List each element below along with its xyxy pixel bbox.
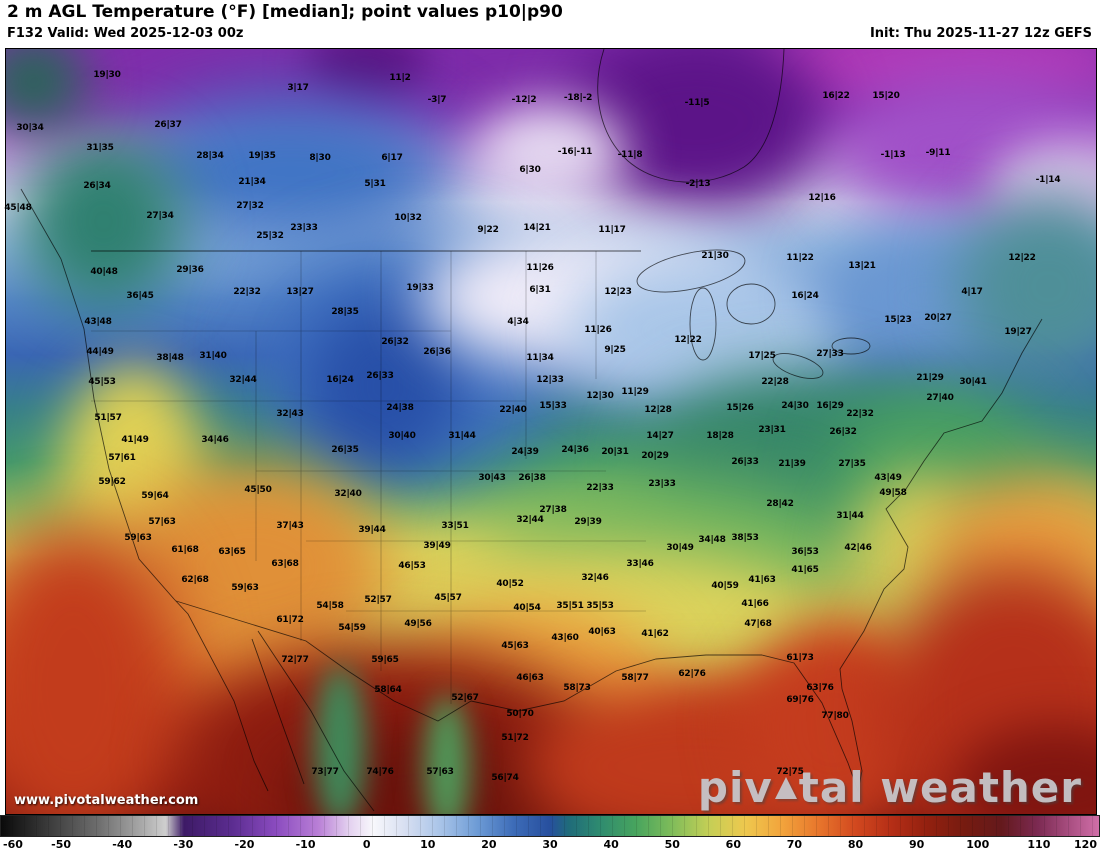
colorbar-tick: -30 <box>173 838 194 851</box>
pivotal-logo-triangle-icon <box>774 776 797 799</box>
weather-map: piv tal weather www.pivotalweather.com <box>5 48 1097 815</box>
colorbar-tick: 120 <box>1074 838 1097 851</box>
colorbar-tick: 110 <box>1027 838 1051 851</box>
colorbar-tick: 10 <box>420 838 436 851</box>
colorbar-tick: 90 <box>909 838 925 851</box>
watermark-text-pre: piv <box>697 763 773 812</box>
valid-time-label: F132 Valid: Wed 2025-12-03 00z <box>7 26 244 41</box>
watermark-text-post: tal weather <box>798 763 1082 812</box>
colorbar-tick: 60 <box>725 838 741 851</box>
colorbar-tick: 0 <box>362 838 371 851</box>
colorbar-tick: 50 <box>664 838 680 851</box>
temp-region <box>956 194 1096 379</box>
pivotalweather-watermark: piv tal weather <box>698 763 1082 812</box>
colorbar-tick: -10 <box>295 838 316 851</box>
colorbar-tick: -60 <box>3 838 23 851</box>
colorbar-tick: -40 <box>112 838 133 851</box>
colorbar-tick: 30 <box>542 838 558 851</box>
colorbar-tick: -50 <box>51 838 72 851</box>
colorbar-tick: -20 <box>234 838 255 851</box>
colorbar-tick: 70 <box>786 838 803 851</box>
temp-region <box>21 134 186 309</box>
colorbar-tick-labels: -60 -50 -40 -30 -20 -10 0 10 20 30 40 50 60 70 80 90 100… <box>0 838 1100 851</box>
temp-region <box>424 694 470 814</box>
website-url: www.pivotalweather.com <box>14 793 199 808</box>
colorbar-tick: 80 <box>847 838 864 851</box>
colorbar-tick: 40 <box>603 838 619 851</box>
temp-region <box>306 304 461 469</box>
geo-borders <box>20 49 1043 812</box>
colorbar-tick: 20 <box>481 838 497 851</box>
temp-region <box>476 104 626 199</box>
colorbar <box>0 815 1100 837</box>
colorbar-tick: 100 <box>966 838 990 851</box>
init-time-label: Init: Thu 2025-11-27 12z GEFS <box>869 26 1092 41</box>
map-title: 2 m AGL Temperature (°F) [median]; point… <box>7 2 563 22</box>
temperature-field <box>6 49 1096 814</box>
header: 2 m AGL Temperature (°F) [median]; point… <box>0 0 1100 48</box>
